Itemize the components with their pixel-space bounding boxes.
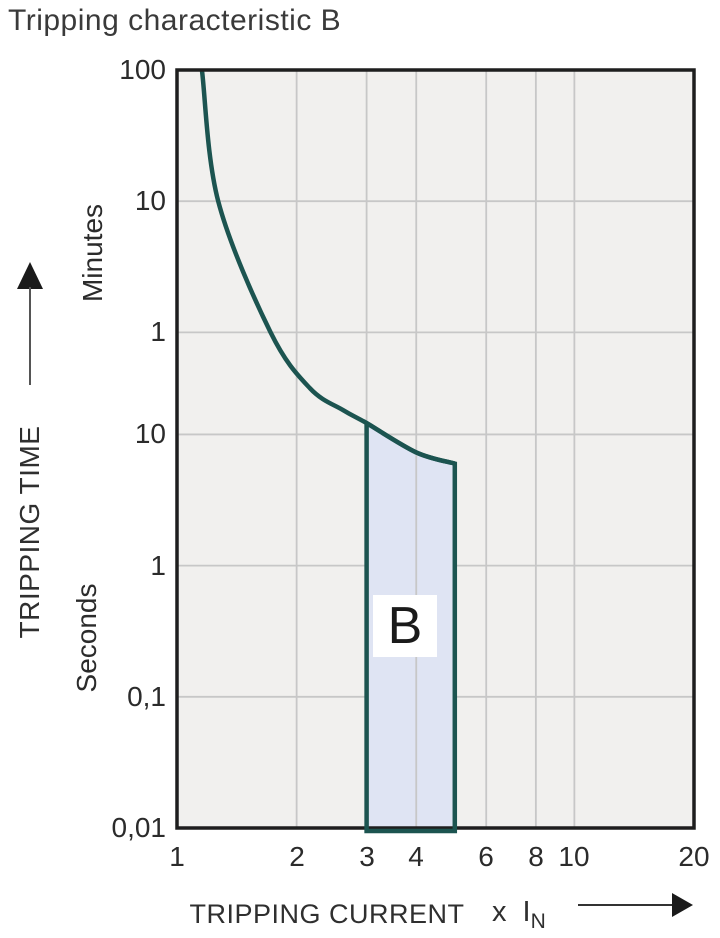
x-tick-label: 6 — [478, 841, 494, 872]
x-tick-label: 3 — [359, 841, 375, 872]
x-tick-label: 2 — [289, 841, 305, 872]
y-tick-label: 100 — [119, 54, 166, 85]
y-tick-label: 0,1 — [127, 681, 166, 712]
x-axis-title: TRIPPING CURRENT — [189, 899, 465, 929]
x-tick-label: 4 — [408, 841, 424, 872]
y-tick-label: 10 — [134, 185, 166, 216]
x-axis-multiplier-text: x I — [492, 896, 531, 928]
tripping-time-up-arrow-icon — [17, 262, 43, 289]
x-tick-label: 8 — [528, 841, 544, 872]
x-axis-multiplier-label: x IN — [492, 896, 546, 934]
plot-border — [175, 68, 696, 830]
tripping-time-up-arrow-line — [29, 287, 31, 385]
tolerance-band-outline — [364, 419, 458, 834]
x-tick-label: 10 — [558, 841, 590, 872]
x-axis-multiplier-subscript: N — [530, 909, 546, 933]
y-tick-label: 10 — [134, 418, 166, 449]
x-tick-label: 1 — [169, 841, 185, 872]
y-unit-seconds-label: Seconds — [71, 583, 102, 693]
y-tick-label: 0,01 — [111, 812, 167, 843]
tripping-current-right-arrow-line — [578, 904, 674, 906]
page-title: Tripping characteristic B — [8, 4, 342, 37]
y-tick-label: 1 — [150, 316, 166, 347]
x-tick-label: 20 — [678, 841, 710, 872]
y-unit-minutes-label: Minutes — [77, 203, 108, 303]
y-tick-label: 1 — [150, 550, 166, 581]
characteristic-b-badge: B — [373, 595, 437, 657]
y-axis-title: TRIPPING TIME — [14, 425, 45, 639]
tripping-current-right-arrow-icon — [672, 893, 693, 917]
